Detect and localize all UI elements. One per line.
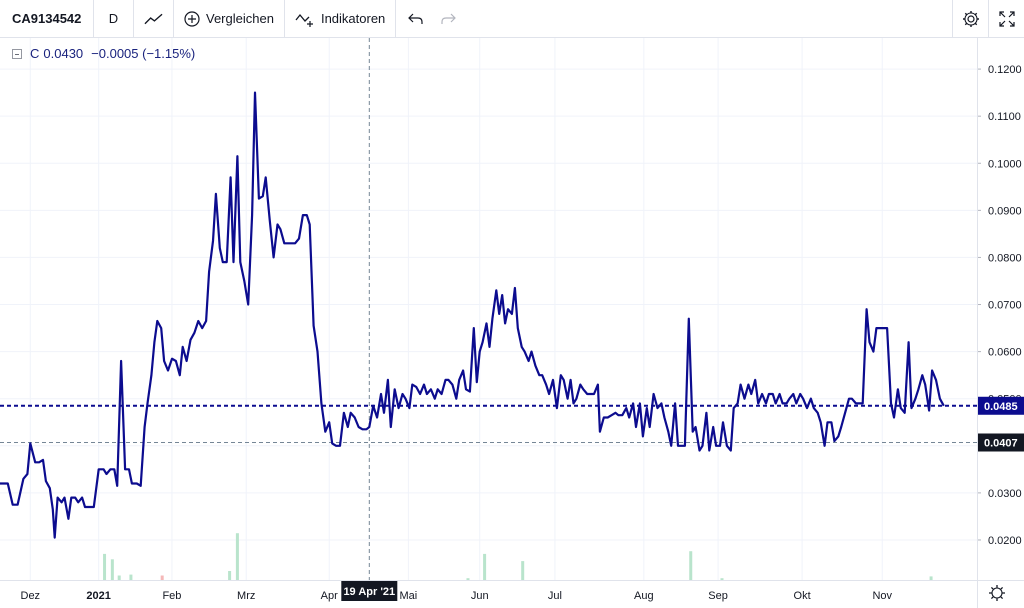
undo-icon bbox=[408, 13, 423, 24]
line-chart-icon bbox=[144, 13, 163, 24]
time-tick-label: Mai bbox=[400, 590, 418, 602]
volume-bar bbox=[228, 571, 232, 580]
legend-change: −0.0005 (−1.15%) bbox=[91, 46, 196, 61]
volume-bar bbox=[103, 553, 107, 580]
volume-bar bbox=[160, 575, 164, 580]
time-tick-label: Jul bbox=[548, 590, 562, 602]
current-price-label-bg bbox=[978, 396, 1024, 415]
compare-button[interactable]: Vergleichen bbox=[174, 0, 285, 38]
volume-bar bbox=[521, 561, 525, 580]
time-axis[interactable]: Dez 2021 Feb Mrz Apr Mai Jun Jul Aug Sep Okt Nov bbox=[0, 580, 1024, 603]
legend-symbol: C bbox=[30, 46, 40, 61]
time-tick-label: Dez bbox=[21, 590, 41, 602]
interval-button[interactable]: D bbox=[94, 0, 134, 38]
time-tick-label: Mrz bbox=[237, 590, 255, 602]
gear-ring bbox=[991, 587, 1003, 599]
price-tick-label: 0.0800 bbox=[988, 252, 1022, 264]
top-toolbar: CA9134542 D Vergleichen Indikatoren bbox=[0, 0, 1024, 38]
indicators-icon bbox=[295, 13, 313, 27]
crosshair-date-label: 19 Apr '21 bbox=[343, 586, 395, 598]
current-price-label: 0.0485 bbox=[984, 401, 1018, 413]
price-tick-label: 0.0300 bbox=[988, 488, 1022, 500]
time-tick-label: Okt bbox=[794, 590, 811, 602]
time-tick-label: Aug bbox=[634, 590, 654, 602]
volume-bar bbox=[235, 533, 239, 580]
fullscreen-button[interactable] bbox=[988, 0, 1024, 38]
time-tick-label: 2021 bbox=[86, 590, 110, 602]
volume-bar bbox=[929, 576, 933, 580]
price-chart[interactable]: 0.02000.03000.04000.05000.06000.07000.08… bbox=[0, 38, 1024, 608]
volume-bar bbox=[689, 551, 693, 580]
volume-bars bbox=[103, 533, 933, 580]
indicators-button[interactable]: Indikatoren bbox=[285, 0, 397, 38]
price-tick-label: 0.1100 bbox=[988, 111, 1021, 123]
volume-bar bbox=[110, 559, 114, 580]
indicators-label: Indikatoren bbox=[320, 11, 386, 26]
price-tick-label: 0.0700 bbox=[988, 300, 1022, 312]
time-tick-label: Apr bbox=[321, 590, 338, 602]
legend-value: 0.0430 bbox=[43, 46, 84, 61]
gear-teeth bbox=[989, 585, 1005, 601]
time-tick-label: Sep bbox=[708, 590, 728, 602]
price-tick-label: 0.1200 bbox=[988, 64, 1022, 76]
price-tick-label: 0.0600 bbox=[988, 347, 1022, 359]
volume-bar bbox=[720, 578, 724, 580]
collapse-legend-icon[interactable] bbox=[12, 48, 22, 59]
volume-bar bbox=[117, 575, 121, 580]
price-tick-label: 0.1000 bbox=[988, 158, 1022, 170]
volume-bar bbox=[466, 578, 470, 580]
grid bbox=[0, 38, 977, 580]
volume-bar bbox=[129, 574, 133, 580]
undo-button[interactable] bbox=[396, 0, 432, 38]
crosshair-price-label-bg bbox=[978, 433, 1024, 452]
interval-label: D bbox=[108, 11, 119, 26]
volume-bar bbox=[483, 553, 487, 580]
axis-settings-gear-icon[interactable] bbox=[989, 585, 1005, 601]
symbol-search-button[interactable]: CA9134542 bbox=[0, 0, 94, 38]
price-tick-label: 0.0200 bbox=[988, 535, 1022, 547]
chart-type-button[interactable] bbox=[134, 0, 174, 38]
price-axis[interactable]: 0.02000.03000.04000.05000.06000.07000.08… bbox=[977, 38, 1022, 608]
symbol-label: CA9134542 bbox=[12, 11, 82, 26]
series-line bbox=[0, 91, 945, 539]
plus-circle-icon bbox=[184, 10, 200, 27]
series-legend: C 0.0430 −0.0005 (−1.15%) bbox=[12, 46, 195, 61]
time-tick-label: Jun bbox=[471, 590, 489, 602]
time-tick-label: Nov bbox=[872, 590, 892, 602]
redo-button[interactable] bbox=[432, 0, 464, 38]
gear-icon bbox=[963, 11, 979, 27]
settings-button[interactable] bbox=[952, 0, 989, 38]
price-tick-label: 0.0900 bbox=[988, 205, 1022, 217]
crosshair-price-label: 0.0407 bbox=[984, 437, 1018, 449]
crosshair-date-label-bg bbox=[341, 581, 398, 601]
time-tick-label: Feb bbox=[162, 590, 181, 602]
compare-label: Vergleichen bbox=[206, 11, 274, 26]
fullscreen-icon bbox=[999, 11, 1015, 27]
redo-icon bbox=[441, 13, 457, 24]
